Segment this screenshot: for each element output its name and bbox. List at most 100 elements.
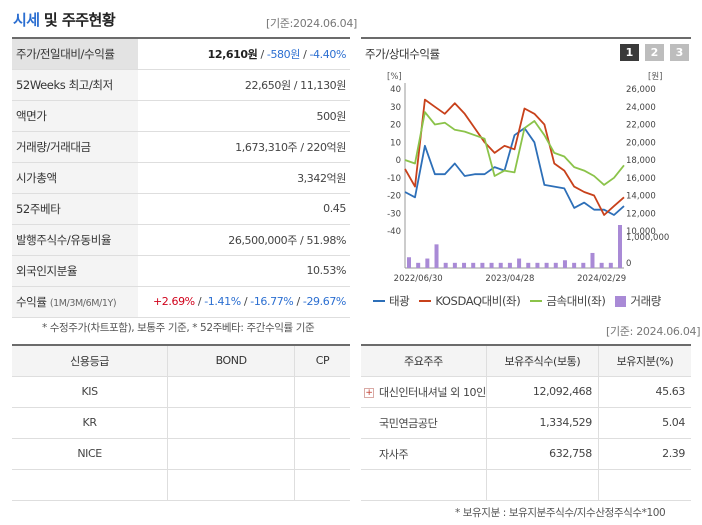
left-tick-label: 0 (396, 156, 401, 166)
volume-bar (544, 262, 549, 268)
credit-table: 신용등급 BOND CP KIS KR NICE (12, 344, 350, 501)
right-tick-label: 26,000 (626, 85, 656, 95)
row-label: 시가총액 (12, 162, 138, 194)
holders-header: 보유지분(%) (597, 344, 691, 377)
x-tick-label: 2024/02/29 (577, 274, 626, 284)
right-tick-label: 10,000 (626, 227, 656, 237)
legend-item[interactable]: 태광 (373, 293, 410, 309)
volume-bar (452, 262, 457, 268)
row-label: 수익률 (16, 294, 47, 309)
table-row: 자사주 632,758 2.39 (361, 438, 691, 470)
legend-square-icon (615, 295, 627, 307)
x-tick-label: 2022/06/30 (394, 274, 443, 284)
row-label: 발행주식수/유동비율 (12, 224, 138, 256)
credit-header: BOND (167, 344, 295, 377)
holder-name: 자사주 (361, 438, 487, 470)
volume-bar (526, 262, 531, 268)
chart-tab-3[interactable]: 3 (670, 44, 689, 61)
section-title: 시세 및 주주현황 (13, 9, 116, 30)
left-tick-label: 30 (390, 103, 401, 113)
row-volume: 거래량/거래대금 1,673,310주 / 220억원 (12, 131, 350, 163)
legend-line-icon (419, 300, 432, 302)
credit-header: CP (294, 344, 350, 377)
left-tick-label: -30 (387, 209, 401, 219)
legend-item[interactable]: 거래량 (615, 293, 661, 309)
table-row: + 대신인터내셔널 외 10인 12,092,468 45.63 (361, 376, 691, 408)
right-tick-label: 18,000 (626, 156, 656, 166)
volume-bar (590, 252, 595, 268)
chart-tab-2[interactable]: 2 (645, 44, 664, 61)
right-tick-label: 24,000 (626, 103, 656, 113)
left-tick-label: -10 (387, 174, 401, 184)
right-unit-label: [원] (648, 72, 662, 82)
holder-shares: 632,758 (485, 438, 599, 470)
row-label: 외국인지분율 (12, 255, 138, 287)
row-par: 액면가 500원 (12, 100, 350, 132)
current-price: 12,610원 (207, 47, 258, 61)
row-label: 주가/전일대비/수익률 (12, 37, 138, 70)
volume-bar (462, 262, 467, 268)
holder-shares: 1,334,529 (485, 407, 599, 439)
row-label: 52Weeks 최고/최저 (12, 69, 138, 101)
holders-header: 보유주식수(보통) (485, 344, 599, 377)
volume-bar (535, 262, 540, 268)
row-label: 거래량/거래대금 (12, 131, 138, 163)
row-beta: 52주베타 0.45 (12, 193, 350, 225)
volume-bar (443, 262, 448, 268)
holder-pct: 2.39 (597, 438, 691, 470)
left-tick-label: 10 (390, 138, 401, 148)
row-value: 3,342억원 (138, 162, 350, 194)
volume-bar (434, 244, 439, 268)
right-tick-label: 22,000 (626, 121, 656, 131)
volume-tick-label: 0 (626, 259, 631, 269)
volume-bar (618, 225, 622, 268)
chart-tab-1[interactable]: 1 (620, 44, 639, 61)
left-tick-label: -40 (387, 227, 401, 237)
title-holders: 및 주주현황 (43, 11, 116, 29)
volume-bar (471, 262, 476, 268)
left-tick-label: -20 (387, 192, 401, 202)
volume-tick-label: 1,000,000 (626, 233, 669, 243)
legend-line-icon (373, 300, 385, 302)
chart-legend: 태광 KOSDAQ대비(좌) 금속대비(좌) 거래량 (373, 293, 661, 309)
volume-bar (480, 262, 485, 268)
return-6m: -16.77% (250, 295, 294, 308)
left-tick-label: 20 (390, 121, 401, 131)
return-1y: -29.67% (302, 295, 347, 308)
volume-bar (507, 262, 512, 268)
volume-bar (489, 262, 494, 268)
table-row: 국민연금공단 1,334,529 5.04 (361, 407, 691, 439)
left-unit-label: [%] (387, 72, 402, 82)
volume-bar (562, 260, 567, 268)
left-tick-label: 40 (390, 85, 401, 95)
quote-footnote: * 수정주가(차트포함), 보통주 기준, * 52주베타: 주간수익률 기준 (42, 322, 315, 334)
volume-bar (608, 262, 613, 268)
row-returns: 수익률 (1M/3M/6M/1Y) +2.69% / -1.41% / -16.… (12, 286, 350, 318)
series-line-2 (404, 98, 625, 216)
volume-bar (498, 262, 503, 268)
row-price: 주가/전일대비/수익률 12,610원 / -580원 / -4.40% (12, 37, 350, 70)
legend-item[interactable]: 금속대비(좌) (530, 293, 606, 309)
chart-base-date: [기준: 2024.06.04] (606, 325, 701, 338)
right-tick-label: 16,000 (626, 174, 656, 184)
holder-pct: 45.63 (597, 376, 691, 408)
table-row: KR (12, 407, 350, 439)
volume-bar (581, 262, 586, 268)
row-label: 52주베타 (12, 193, 138, 225)
volume-bar (416, 262, 421, 268)
volume-bar (599, 262, 604, 268)
series-line-1 (404, 127, 625, 216)
table-row: NICE (12, 438, 350, 470)
expand-plus-icon[interactable]: + (364, 387, 374, 398)
right-tick-label: 12,000 (626, 209, 656, 219)
price-change: -580원 (266, 47, 300, 61)
row-value: 22,650원 / 11,130원 (138, 69, 350, 101)
holder-name: 대신인터내셔널 외 10인 (379, 385, 486, 399)
chart-panel: 주가/상대수익률 1 2 3 [%] [원] 40 30 20 10 0 -10 -20 -30 -… (361, 37, 691, 313)
chart-title: 주가/상대수익률 (365, 47, 440, 61)
legend-item[interactable]: KOSDAQ대비(좌) (419, 293, 521, 309)
return-3m: -1.41% (204, 295, 241, 308)
holder-pct: 5.04 (597, 407, 691, 439)
volume-bar (407, 257, 411, 268)
price-rate: -4.40% (309, 47, 346, 61)
